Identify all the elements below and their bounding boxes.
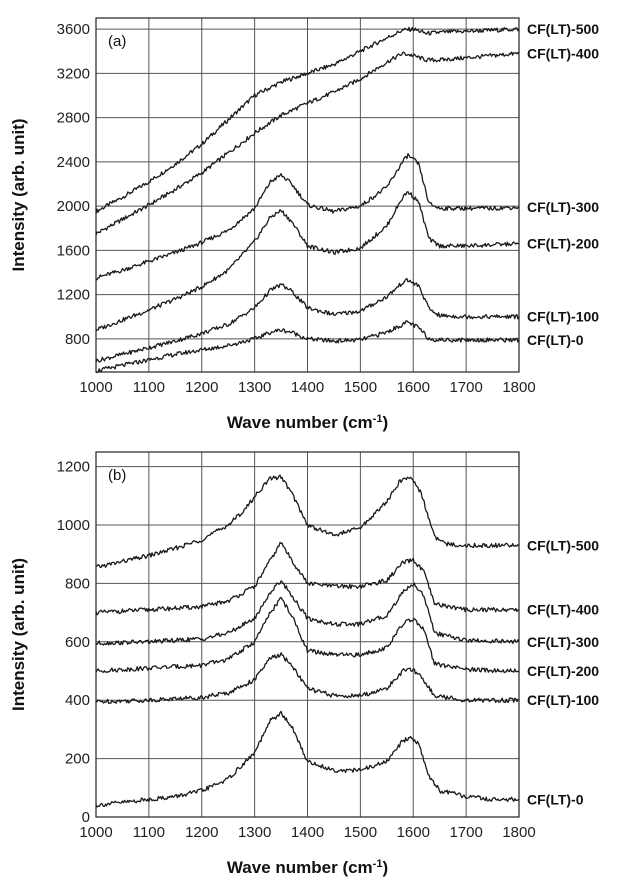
series-line xyxy=(95,51,520,236)
x-tick-label: 1200 xyxy=(185,379,218,396)
x-tick-label: 1600 xyxy=(397,824,430,841)
y-tick-label: 1600 xyxy=(57,242,90,259)
x-tick-label: 1300 xyxy=(238,379,271,396)
series-label: CF(LT)-200 xyxy=(527,236,599,252)
plot-frame xyxy=(95,17,520,373)
series-line xyxy=(95,26,520,214)
series-line xyxy=(95,320,520,374)
series-line xyxy=(95,277,520,363)
x-tick-label: 1000 xyxy=(79,379,112,396)
series-line xyxy=(95,596,520,674)
y-tick-label: 2800 xyxy=(57,110,90,127)
y-tick-label: 800 xyxy=(65,331,90,348)
y-tick-label: 3600 xyxy=(57,21,90,38)
x-tick-label: 1100 xyxy=(133,824,165,841)
y-tick-label: 200 xyxy=(65,751,90,768)
y-tick-label: 2400 xyxy=(57,154,90,171)
x-tick-label: 1800 xyxy=(502,824,535,841)
series-line xyxy=(95,541,520,616)
series-label: CF(LT)-300 xyxy=(527,199,599,215)
series-label: CF(LT)-0 xyxy=(527,791,584,807)
x-tick-label: 1500 xyxy=(344,379,377,396)
y-tick-label: 3200 xyxy=(57,65,90,82)
y-axis-label: Intensity (arb. unit) xyxy=(9,119,28,272)
series-label: CF(LT)-100 xyxy=(527,692,599,708)
x-tick-label: 1600 xyxy=(397,379,430,396)
panel-label: (a) xyxy=(108,33,126,50)
y-tick-label: 800 xyxy=(65,575,90,592)
x-tick-label: 1500 xyxy=(344,824,377,841)
panel-label: (b) xyxy=(108,467,126,484)
series-label: CF(LT)-300 xyxy=(527,634,599,650)
x-axis-label: Wave number (cm-1) xyxy=(227,858,388,877)
series-line xyxy=(95,580,520,646)
x-tick-label: 1400 xyxy=(291,379,324,396)
series-line xyxy=(95,153,520,281)
series-line xyxy=(95,710,520,808)
series-line xyxy=(95,191,520,332)
x-tick-label: 1000 xyxy=(79,824,112,841)
series-label: CF(LT)-200 xyxy=(527,663,599,679)
y-axis-label: Intensity (arb. unit) xyxy=(9,558,28,711)
series-label: CF(LT)-100 xyxy=(527,309,599,325)
x-tick-label: 1300 xyxy=(238,824,271,841)
series-label: CF(LT)-400 xyxy=(527,602,599,618)
x-tick-label: 1100 xyxy=(133,379,165,396)
y-tick-label: 600 xyxy=(65,634,90,651)
x-axis-label: Wave number (cm-1) xyxy=(227,413,388,432)
series-label: CF(LT)-500 xyxy=(527,21,599,37)
y-tick-label: 1200 xyxy=(57,287,90,304)
x-tick-label: 1400 xyxy=(291,824,324,841)
x-tick-label: 1800 xyxy=(502,379,535,396)
series-line xyxy=(95,474,520,569)
x-tick-label: 1700 xyxy=(449,379,482,396)
plot-frame xyxy=(95,451,520,818)
x-tick-label: 1700 xyxy=(449,824,482,841)
series-label: CF(LT)-500 xyxy=(527,537,599,553)
y-tick-label: 400 xyxy=(65,692,90,709)
series-label: CF(LT)-0 xyxy=(527,332,584,348)
series-label: CF(LT)-400 xyxy=(527,45,599,61)
y-tick-label: 0 xyxy=(82,809,90,826)
y-tick-label: 2000 xyxy=(57,198,90,215)
y-tick-label: 1200 xyxy=(57,459,90,476)
series-line xyxy=(95,652,520,704)
x-tick-label: 1200 xyxy=(185,824,218,841)
y-tick-label: 1000 xyxy=(57,517,90,534)
